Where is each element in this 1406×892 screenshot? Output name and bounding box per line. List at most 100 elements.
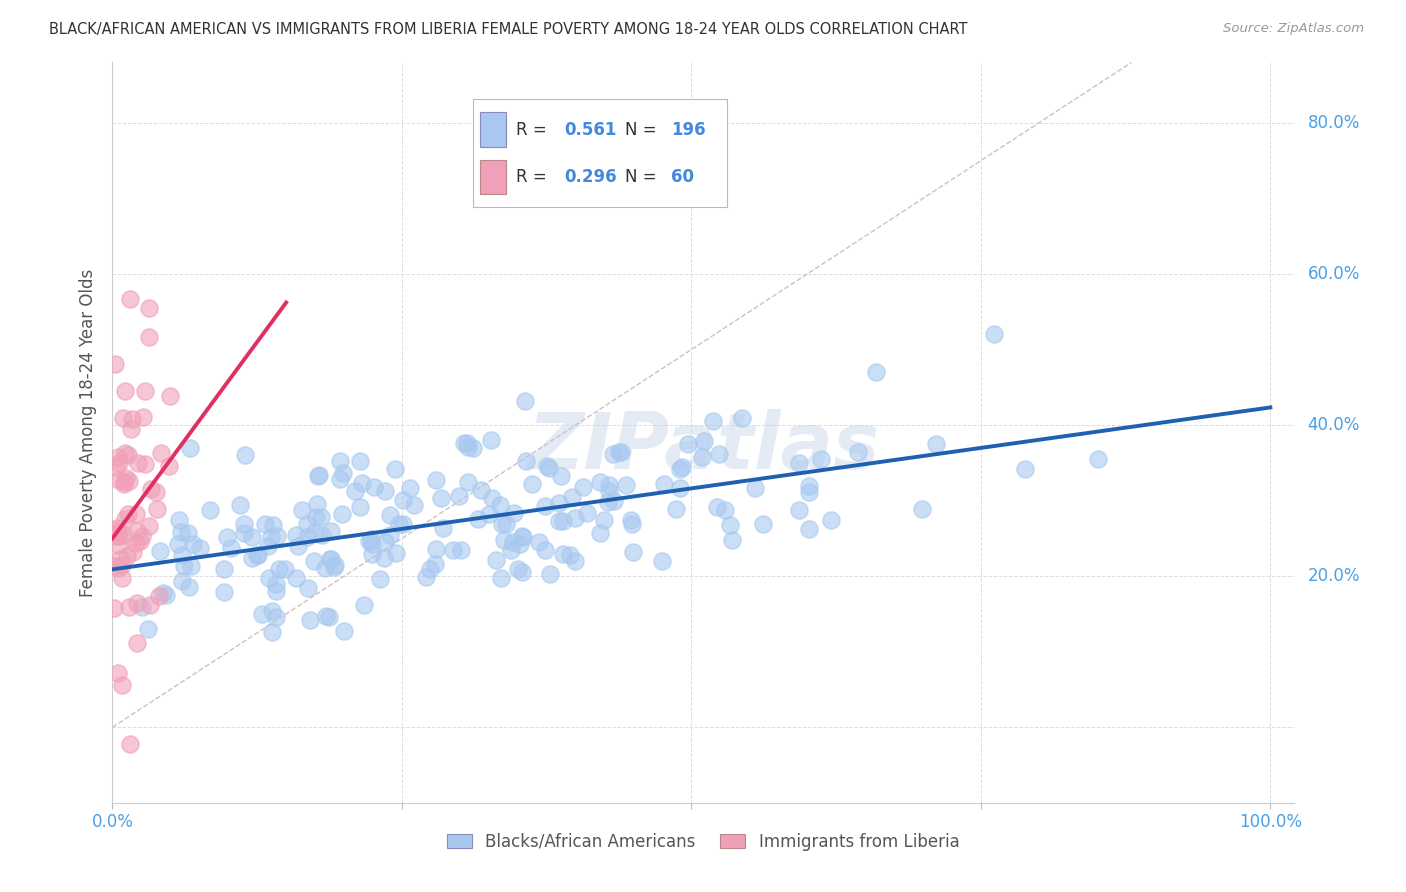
- Point: [536, 459, 558, 474]
- Text: BLACK/AFRICAN AMERICAN VS IMMIGRANTS FROM LIBERIA FEMALE POVERTY AMONG 18-24 YEA: BLACK/AFRICAN AMERICAN VS IMMIGRANTS FRO…: [49, 22, 967, 37]
- Point: [361, 537, 384, 551]
- Point: [349, 454, 371, 468]
- Point: [457, 440, 479, 454]
- Point: [105, 521, 128, 535]
- Point: [120, 292, 142, 306]
- Point: [131, 529, 153, 543]
- Point: [139, 482, 162, 496]
- Point: [181, 537, 204, 551]
- Point: [714, 503, 737, 517]
- Point: [264, 577, 287, 591]
- Point: [108, 456, 131, 470]
- Point: [718, 518, 741, 533]
- Point: [721, 533, 744, 547]
- Point: [120, 422, 142, 436]
- Point: [240, 530, 263, 544]
- Legend: Blacks/African Americans, Immigrants from Liberia: Blacks/African Americans, Immigrants fro…: [440, 826, 966, 857]
- Point: [298, 613, 321, 627]
- Point: [104, 460, 127, 475]
- Point: [314, 560, 336, 574]
- Point: [180, 558, 202, 573]
- Point: [425, 557, 447, 571]
- Point: [652, 477, 675, 491]
- Point: [602, 447, 624, 461]
- Point: [108, 552, 131, 566]
- Point: [492, 533, 515, 547]
- Point: [425, 473, 447, 487]
- Point: [170, 525, 193, 540]
- Point: [274, 562, 297, 576]
- Point: [621, 516, 644, 531]
- Point: [432, 521, 454, 535]
- Point: [820, 513, 842, 527]
- Point: [177, 580, 200, 594]
- Point: [212, 585, 235, 599]
- Point: [302, 525, 325, 540]
- Point: [132, 409, 155, 424]
- Text: 80.0%: 80.0%: [1308, 114, 1360, 132]
- Point: [357, 533, 380, 548]
- Point: [1014, 462, 1036, 476]
- Point: [363, 480, 385, 494]
- Point: [593, 513, 616, 527]
- Point: [311, 528, 333, 542]
- Point: [232, 525, 254, 540]
- Point: [419, 562, 441, 576]
- Point: [374, 535, 396, 549]
- Point: [307, 469, 329, 483]
- Point: [503, 506, 526, 520]
- Point: [107, 450, 129, 465]
- Point: [112, 528, 135, 542]
- Point: [139, 598, 162, 612]
- Point: [134, 457, 156, 471]
- Point: [744, 482, 766, 496]
- Point: [706, 500, 728, 515]
- Point: [118, 599, 141, 614]
- Point: [651, 554, 673, 568]
- Point: [787, 456, 810, 470]
- Point: [520, 477, 543, 491]
- Point: [307, 497, 329, 511]
- Point: [983, 327, 1005, 342]
- Point: [752, 517, 775, 532]
- Point: [669, 481, 692, 495]
- Point: [149, 446, 172, 460]
- Point: [799, 522, 821, 536]
- Point: [125, 636, 148, 650]
- Point: [374, 483, 396, 498]
- Point: [167, 513, 190, 527]
- Point: [233, 448, 256, 462]
- Point: [589, 526, 612, 541]
- Point: [614, 478, 637, 492]
- Point: [111, 558, 134, 572]
- Point: [461, 441, 484, 455]
- Point: [145, 485, 167, 500]
- Point: [360, 533, 382, 547]
- Point: [450, 542, 472, 557]
- Point: [114, 384, 136, 398]
- Point: [318, 552, 340, 566]
- Point: [269, 562, 291, 576]
- Point: [610, 444, 633, 458]
- Point: [388, 516, 411, 531]
- Point: [219, 541, 242, 555]
- Point: [111, 678, 134, 692]
- Point: [787, 503, 810, 517]
- Point: [398, 481, 420, 495]
- Point: [167, 536, 190, 550]
- Point: [378, 527, 401, 541]
- Point: [329, 454, 352, 468]
- Point: [598, 477, 620, 491]
- Point: [319, 551, 342, 566]
- Point: [329, 472, 352, 486]
- Point: [478, 507, 501, 521]
- Point: [107, 538, 129, 552]
- Point: [510, 565, 533, 579]
- Point: [385, 546, 408, 560]
- Point: [564, 510, 586, 524]
- Point: [502, 535, 524, 549]
- Point: [242, 551, 264, 566]
- Point: [349, 500, 371, 514]
- Point: [315, 608, 337, 623]
- Point: [127, 596, 149, 610]
